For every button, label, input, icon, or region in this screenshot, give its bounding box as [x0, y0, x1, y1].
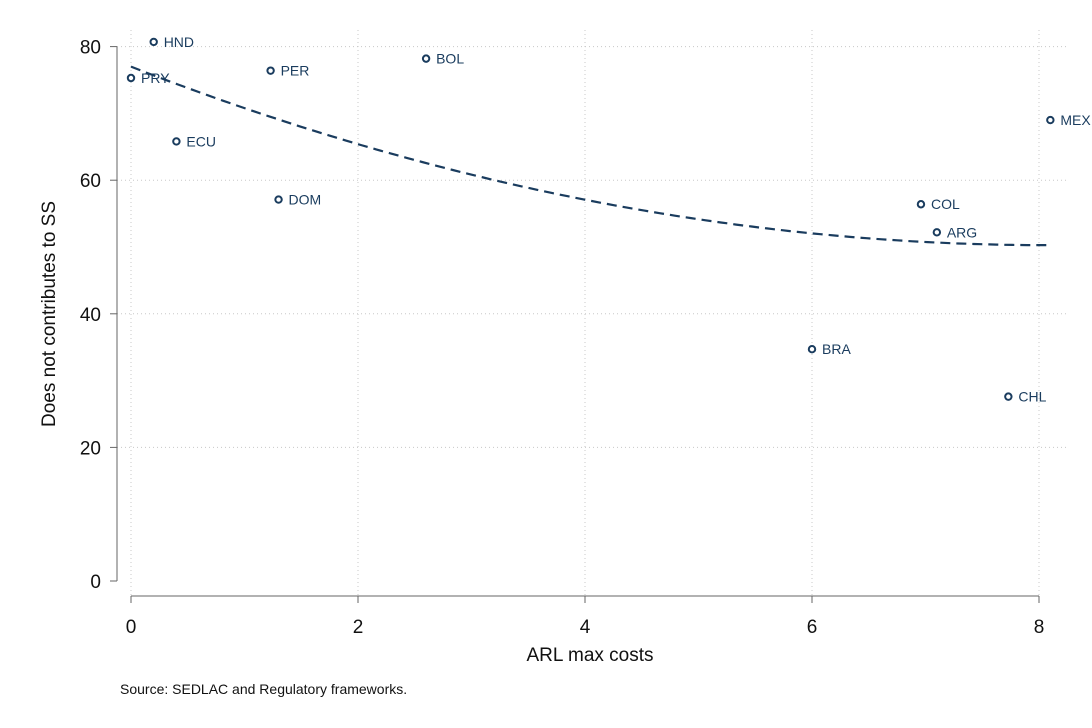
- source-note: Source: SEDLAC and Regulatory frameworks…: [120, 681, 408, 697]
- y-tick-label: 40: [80, 305, 101, 326]
- point-marker: [916, 200, 926, 209]
- x-tick-label: 6: [807, 617, 818, 638]
- data-points: HND PRY PER BOL ECU DOM MEX COL ARG BRA CHL: [126, 34, 1091, 405]
- point-marker: [274, 195, 283, 204]
- point-marker: [1004, 392, 1013, 401]
- point-label: ARG: [947, 224, 977, 240]
- grid-lines: [117, 30, 1068, 596]
- y-axis-title: Does not contributes to SS: [39, 201, 60, 427]
- x-tick-label: 0: [126, 617, 137, 638]
- x-tick-label: 8: [1034, 617, 1045, 638]
- point-label: DOM: [289, 192, 322, 208]
- point-label: CHL: [1018, 389, 1046, 405]
- y-tick-label: 20: [80, 438, 101, 459]
- y-tick-label: 60: [80, 171, 101, 192]
- fit-curve: [130, 65, 1051, 247]
- point-label: HND: [164, 34, 194, 50]
- x-tick-label: 4: [580, 617, 591, 638]
- x-tick-label: 2: [353, 617, 364, 638]
- point-label: PER: [281, 63, 310, 79]
- point-marker: [172, 137, 181, 146]
- point-marker: [421, 54, 431, 63]
- point-label: MEX: [1060, 112, 1091, 128]
- point-label: BOL: [436, 51, 464, 67]
- point-label: COL: [931, 196, 960, 212]
- point-marker: [1046, 115, 1055, 125]
- point-label: PRY: [141, 70, 170, 86]
- point-marker: [932, 228, 942, 237]
- point-marker: [266, 66, 275, 75]
- point-marker: [149, 37, 158, 47]
- x-axis-title: ARL max costs: [526, 645, 653, 666]
- y-tick-label: 80: [80, 38, 101, 59]
- point-marker: [807, 345, 817, 354]
- point-marker: [126, 73, 136, 83]
- point-label: BRA: [822, 341, 851, 357]
- point-label: ECU: [186, 133, 216, 149]
- fit-line: [130, 65, 1051, 247]
- axes: 0 20 40 60 80 0 2 4 6 8: [80, 38, 1044, 638]
- y-tick-label: 0: [90, 572, 101, 593]
